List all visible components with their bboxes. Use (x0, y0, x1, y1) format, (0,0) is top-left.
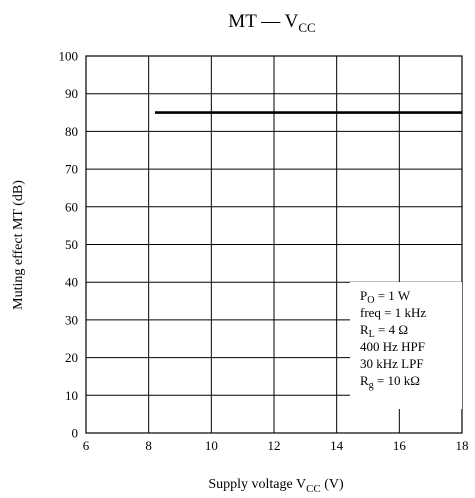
x-axis-label: Supply voltage VCC (V) (208, 477, 344, 495)
annotation-line: PO = 1 W (360, 288, 411, 306)
y-tick-label: 10 (65, 388, 78, 403)
x-tick-label: 8 (145, 438, 152, 453)
y-tick-label: 90 (65, 86, 78, 101)
y-tick-label: 80 (65, 124, 78, 139)
x-tick-label: 10 (205, 438, 218, 453)
y-axis-label: Muting effect MT (dB) (11, 180, 26, 310)
plot-frame (85, 55, 463, 434)
grid (85, 55, 463, 434)
x-tick-label: 6 (83, 438, 90, 453)
y-tick-label: 40 (65, 275, 78, 290)
x-tick-label: 18 (456, 438, 469, 453)
y-tick-label: 60 (65, 199, 78, 214)
annotation-line: Rg = 10 kΩ (360, 373, 420, 391)
annotation-line: 30 kHz LPF (360, 356, 424, 371)
x-tick-label: 14 (330, 438, 344, 453)
annotation-line: 400 Hz HPF (360, 339, 425, 354)
y-axis-ticks: 0 10 20 30 40 50 60 70 80 90 100 (59, 49, 79, 441)
y-tick-label: 20 (65, 350, 78, 365)
x-tick-label: 16 (393, 438, 407, 453)
y-tick-label: 50 (65, 237, 78, 252)
y-tick-label: 30 (65, 312, 78, 327)
annotation-line: RL = 4 Ω (360, 322, 408, 340)
chart-title: MT — VCC (228, 11, 315, 35)
x-tick-label: 12 (268, 438, 281, 453)
annotation-box (350, 282, 462, 409)
annotation-line: freq = 1 kHz (360, 305, 426, 320)
x-axis-ticks: 6 8 10 12 14 16 18 (83, 438, 469, 453)
y-tick-label: 100 (59, 49, 79, 64)
y-tick-label: 0 (72, 426, 79, 441)
y-tick-label: 70 (65, 162, 78, 177)
